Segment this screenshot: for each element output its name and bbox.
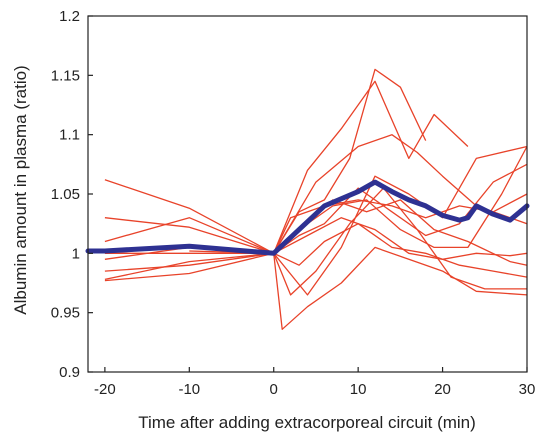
y-tick-label: 0.9 xyxy=(59,364,80,381)
x-tick-label: 30 xyxy=(519,381,536,398)
individual-series-line-8 xyxy=(104,146,528,281)
individual-series-line-1 xyxy=(104,68,427,254)
individual-series-line-5 xyxy=(104,193,528,272)
plot-frame xyxy=(87,15,528,373)
mean-series-group xyxy=(85,179,530,256)
y-tick-label: 1.15 xyxy=(51,67,80,84)
y-tick-label: 1.1 xyxy=(59,127,80,144)
individual-series-line-7 xyxy=(104,246,528,330)
individual-series-group xyxy=(104,68,528,330)
y-tick-label: 1.05 xyxy=(51,186,80,203)
y-axis-label: Albumin amount in plasma (ratio) xyxy=(11,65,30,314)
mean-series-line xyxy=(85,179,530,256)
y-tick-label: 0.95 xyxy=(51,305,80,322)
x-tick-label: 10 xyxy=(350,381,367,398)
individual-series-line-12 xyxy=(273,217,528,260)
x-tick-label: 0 xyxy=(270,381,278,398)
y-tick-label: 1 xyxy=(72,245,80,262)
x-axis-label: Time after adding extracorporeal circuit… xyxy=(138,413,476,432)
individual-series-line-6 xyxy=(104,187,527,296)
x-tick-label: 20 xyxy=(434,381,451,398)
individual-series-line-3 xyxy=(104,145,528,296)
individual-series-line-2 xyxy=(104,80,469,254)
axes-group: -20 -10 0 10 20 30 0.9 0.95 1 1.05 1.1 1.15 1.2 xyxy=(51,8,536,398)
x-tick-label: -20 xyxy=(94,381,116,398)
y-tick-label: 1.2 xyxy=(59,8,80,25)
x-tick-label: -10 xyxy=(178,381,200,398)
individual-series-line-9 xyxy=(189,223,528,278)
